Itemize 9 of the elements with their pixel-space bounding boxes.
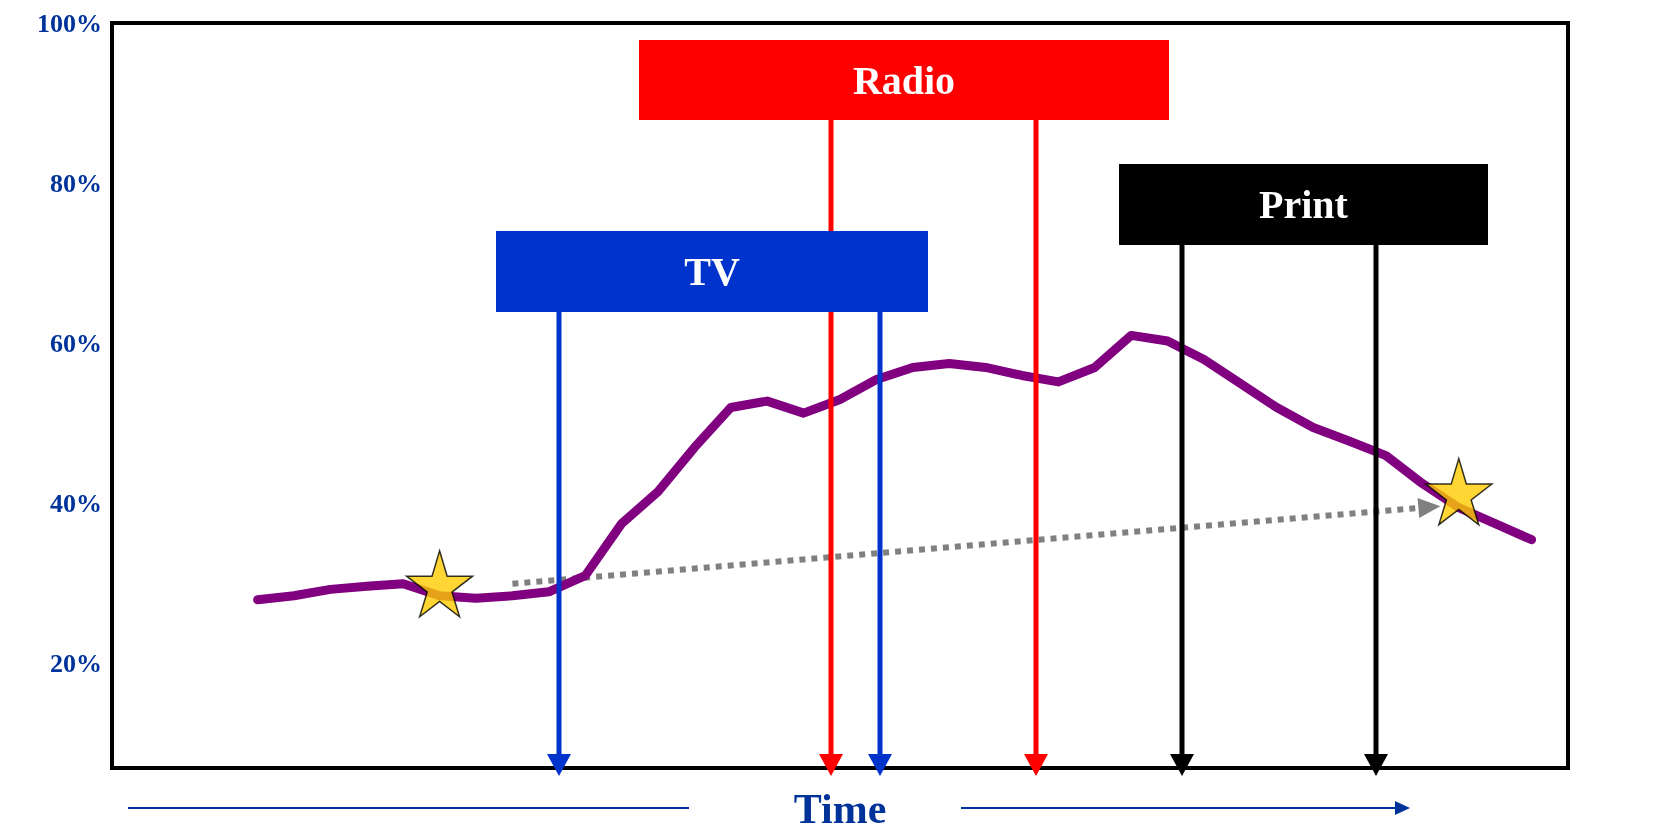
label-box: Print [1119, 164, 1488, 245]
label-box: TV [496, 231, 928, 312]
y-tick-label: 20% [50, 649, 102, 679]
y-tick-label: 40% [50, 489, 102, 519]
label-box: Radio [639, 40, 1169, 120]
x-axis-title: Time [793, 786, 887, 832]
y-tick-label: 80% [50, 168, 102, 198]
y-tick-label: 60% [50, 328, 102, 358]
y-tick-label: 100% [37, 8, 102, 38]
